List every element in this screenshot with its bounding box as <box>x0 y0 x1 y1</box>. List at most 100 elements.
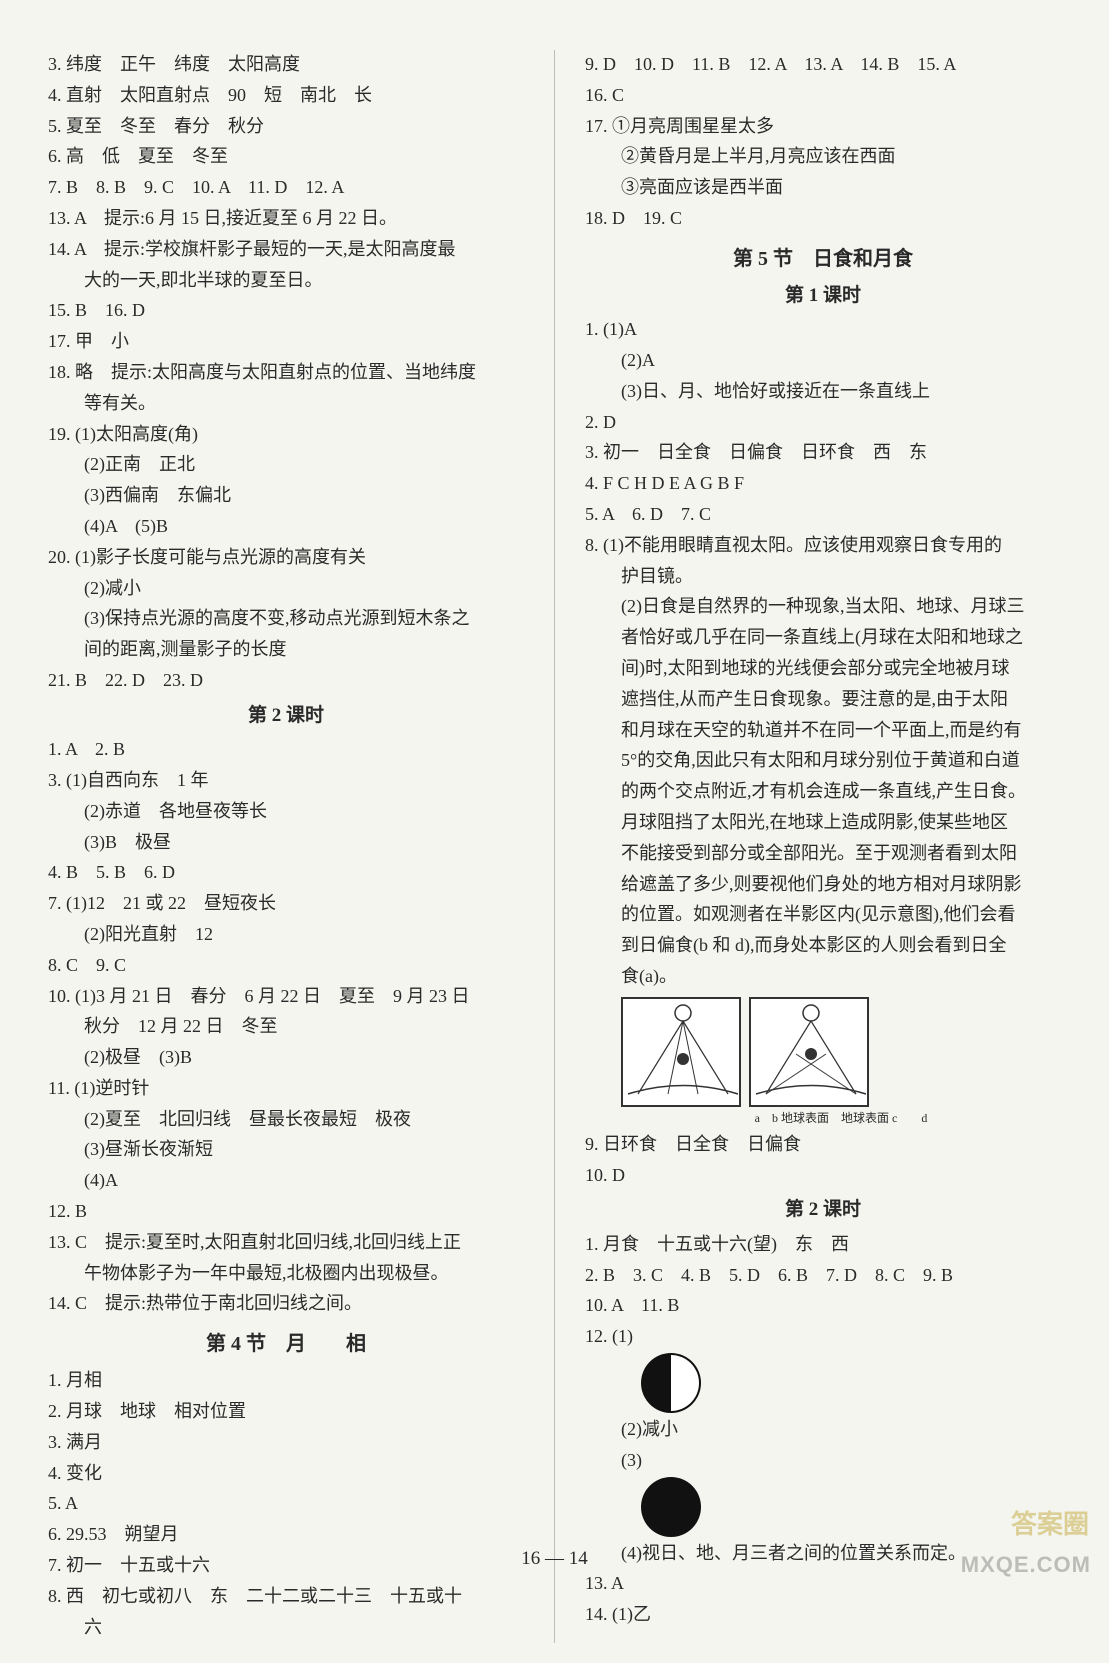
figure-label: a b 地球表面 地球表面 c d <box>585 1109 1061 1128</box>
answer-line: 11. (1)逆时针 <box>48 1074 524 1103</box>
lesson-1-title: 第 1 课时 <box>585 281 1061 311</box>
answer-line: 4. 变化 <box>48 1459 524 1488</box>
answer-line: 1. 月相 <box>48 1366 524 1395</box>
answer-line: 等有关。 <box>48 389 524 418</box>
answer-line: ③亮面应该是西半面 <box>585 173 1061 202</box>
page-number: 16 — 14 <box>0 1544 1109 1574</box>
answer-line: ②黄昏月是上半月,月亮应该在西面 <box>585 142 1061 171</box>
answer-line: 8. 西 初七或初八 东 二十二或二十三 十五或十 <box>48 1582 524 1611</box>
answer-line: 和月球在天空的轨道并不在同一个平面上,而是约有 <box>585 716 1061 745</box>
answer-line: 2. D <box>585 408 1061 437</box>
answer-line: 7. B 8. B 9. C 10. A 11. D 12. A <box>48 173 524 202</box>
answer-line: 5. 夏至 冬至 春分 秋分 <box>48 112 524 141</box>
section-4-title: 第 4 节 月 相 <box>48 1328 524 1360</box>
answer-line: 3. 初一 日全食 日偏食 日环食 西 东 <box>585 438 1061 467</box>
answer-line: 4. F C H D E A G B F <box>585 469 1061 498</box>
answer-line: 食(a)。 <box>585 962 1061 991</box>
answer-line: 17. 甲 小 <box>48 327 524 356</box>
answer-line: 7. (1)12 21 或 22 昼短夜长 <box>48 889 524 918</box>
watermark-url: MXQE.COM <box>961 1547 1091 1582</box>
answer-line: 13. C 提示:夏至时,太阳直射北回归线,北回归线上正 <box>48 1228 524 1257</box>
answer-line: 给遮盖了多少,则要视他们身处的地方相对月球阴影 <box>585 870 1061 899</box>
answer-line: 14. (1)乙 <box>585 1600 1061 1629</box>
answer-line: 到日偏食(b 和 d),而身处本影区的人则会看到日全 <box>585 931 1061 960</box>
answer-line: 5°的交角,因此只有太阳和月球分别位于黄道和白道 <box>585 746 1061 775</box>
answer-line: 4. B 5. B 6. D <box>48 858 524 887</box>
answer-line: 10. (1)3 月 21 日 春分 6 月 22 日 夏至 9 月 23 日 <box>48 982 524 1011</box>
answer-line: 9. 日环食 日全食 日偏食 <box>585 1130 1061 1159</box>
answer-line: 13. A 提示:6 月 15 日,接近夏至 6 月 22 日。 <box>48 204 524 233</box>
eclipse-svg-icon <box>751 999 869 1107</box>
answer-line: 3. 满月 <box>48 1428 524 1457</box>
answer-line: (2)日食是自然界的一种现象,当太阳、地球、月球三 <box>585 592 1061 621</box>
answer-line: (2)减小 <box>585 1415 1061 1444</box>
answer-line: (2)极昼 (3)B <box>48 1043 524 1072</box>
answer-line: 5. A 6. D 7. C <box>585 500 1061 529</box>
answer-line: 10. D <box>585 1161 1061 1190</box>
moon-phase-half-icon <box>641 1353 701 1413</box>
answer-line: 2. 月球 地球 相对位置 <box>48 1397 524 1426</box>
answer-line: 午物体影子为一年中最短,北极圈内出现极昼。 <box>48 1259 524 1288</box>
answer-line: 14. C 提示:热带位于南北回归线之间。 <box>48 1289 524 1318</box>
answer-line: (2)阳光直射 12 <box>48 920 524 949</box>
answer-line: 的两个交点附近,才有机会连成一条直线,产生日食。 <box>585 777 1061 806</box>
answer-line: 21. B 22. D 23. D <box>48 666 524 695</box>
answer-line: 10. A 11. B <box>585 1291 1061 1320</box>
answer-line: 18. D 19. C <box>585 204 1061 233</box>
answer-line: 1. 月食 十五或十六(望) 东 西 <box>585 1230 1061 1259</box>
answer-line: (3)保持点光源的高度不变,移动点光源到短木条之 <box>48 604 524 633</box>
answer-line: (3) <box>585 1446 1061 1475</box>
watermark-brand: 答案圈 <box>1011 1504 1089 1546</box>
left-column: 3. 纬度 正午 纬度 太阳高度 4. 直射 太阳直射点 90 短 南北 长 5… <box>48 50 524 1643</box>
answer-line: 者恰好或几乎在同一条直线上(月球在太阳和地球之 <box>585 623 1061 652</box>
eclipse-diagram <box>621 997 1061 1107</box>
answer-line: (2)正南 正北 <box>48 450 524 479</box>
answer-line: 秋分 12 月 22 日 冬至 <box>48 1012 524 1041</box>
answer-line: 8. C 9. C <box>48 951 524 980</box>
answer-line: (3)日、月、地恰好或接近在一条直线上 <box>585 377 1061 406</box>
answer-line: 17. ①月亮周围星星太多 <box>585 112 1061 141</box>
answer-line: (2)减小 <box>48 574 524 603</box>
answer-line: 月球阻挡了太阳光,在地球上造成阴影,使某些地区 <box>585 808 1061 837</box>
lesson-2-title: 第 2 课时 <box>48 701 524 731</box>
column-divider <box>554 50 555 1643</box>
answer-line: 不能接受到部分或全部阳光。至于观测者看到太阳 <box>585 839 1061 868</box>
answer-line: (4)A <box>48 1166 524 1195</box>
answer-line: (3)B 极昼 <box>48 828 524 857</box>
answer-line: (2)夏至 北回归线 昼最长夜最短 极夜 <box>48 1105 524 1134</box>
answer-line: (2)A <box>585 346 1061 375</box>
answer-line: (2)赤道 各地昼夜等长 <box>48 797 524 826</box>
page-container: 3. 纬度 正午 纬度 太阳高度 4. 直射 太阳直射点 90 短 南北 长 5… <box>0 0 1109 1663</box>
answer-line: 9. D 10. D 11. B 12. A 13. A 14. B 15. A <box>585 50 1061 79</box>
answer-line: 6. 高 低 夏至 冬至 <box>48 142 524 171</box>
answer-line: 2. B 3. C 4. B 5. D 6. B 7. D 8. C 9. B <box>585 1261 1061 1290</box>
answer-line: 12. (1) <box>585 1322 1061 1351</box>
answer-line: 15. B 16. D <box>48 296 524 325</box>
answer-line: 5. A <box>48 1489 524 1518</box>
answer-line: (3)昼渐长夜渐短 <box>48 1135 524 1164</box>
answer-line: 1. (1)A <box>585 315 1061 344</box>
answer-line: 1. A 2. B <box>48 735 524 764</box>
answer-line: 六 <box>48 1613 524 1642</box>
answer-line: 大的一天,即北半球的夏至日。 <box>48 266 524 295</box>
answer-line: 12. B <box>48 1197 524 1226</box>
answer-line: 的位置。如观测者在半影区内(见示意图),他们会看 <box>585 900 1061 929</box>
answer-line: 护目镜。 <box>585 562 1061 591</box>
moon-phase-full-icon <box>641 1477 701 1537</box>
answer-line: (3)西偏南 东偏北 <box>48 481 524 510</box>
section-5-title: 第 5 节 日食和月食 <box>585 243 1061 275</box>
right-column: 9. D 10. D 11. B 12. A 13. A 14. B 15. A… <box>585 50 1061 1643</box>
answer-line: 4. 直射 太阳直射点 90 短 南北 长 <box>48 81 524 110</box>
answer-line: 14. A 提示:学校旗杆影子最短的一天,是太阳高度最 <box>48 235 524 264</box>
answer-line: 间的距离,测量影子的长度 <box>48 635 524 664</box>
answer-line: 18. 略 提示:太阳高度与太阳直射点的位置、当地纬度 <box>48 358 524 387</box>
answer-line: 3. (1)自西向东 1 年 <box>48 766 524 795</box>
answer-line: 8. (1)不能用眼睛直视太阳。应该使用观察日食专用的 <box>585 531 1061 560</box>
answer-line: 19. (1)太阳高度(角) <box>48 420 524 449</box>
lesson-2-title: 第 2 课时 <box>585 1195 1061 1225</box>
eclipse-diagram-right <box>749 997 869 1107</box>
answer-line: (4)A (5)B <box>48 512 524 541</box>
answer-line: 20. (1)影子长度可能与点光源的高度有关 <box>48 543 524 572</box>
answer-line: 间)时,太阳到地球的光线便会部分或完全地被月球 <box>585 654 1061 683</box>
eclipse-diagram-left <box>621 997 741 1107</box>
